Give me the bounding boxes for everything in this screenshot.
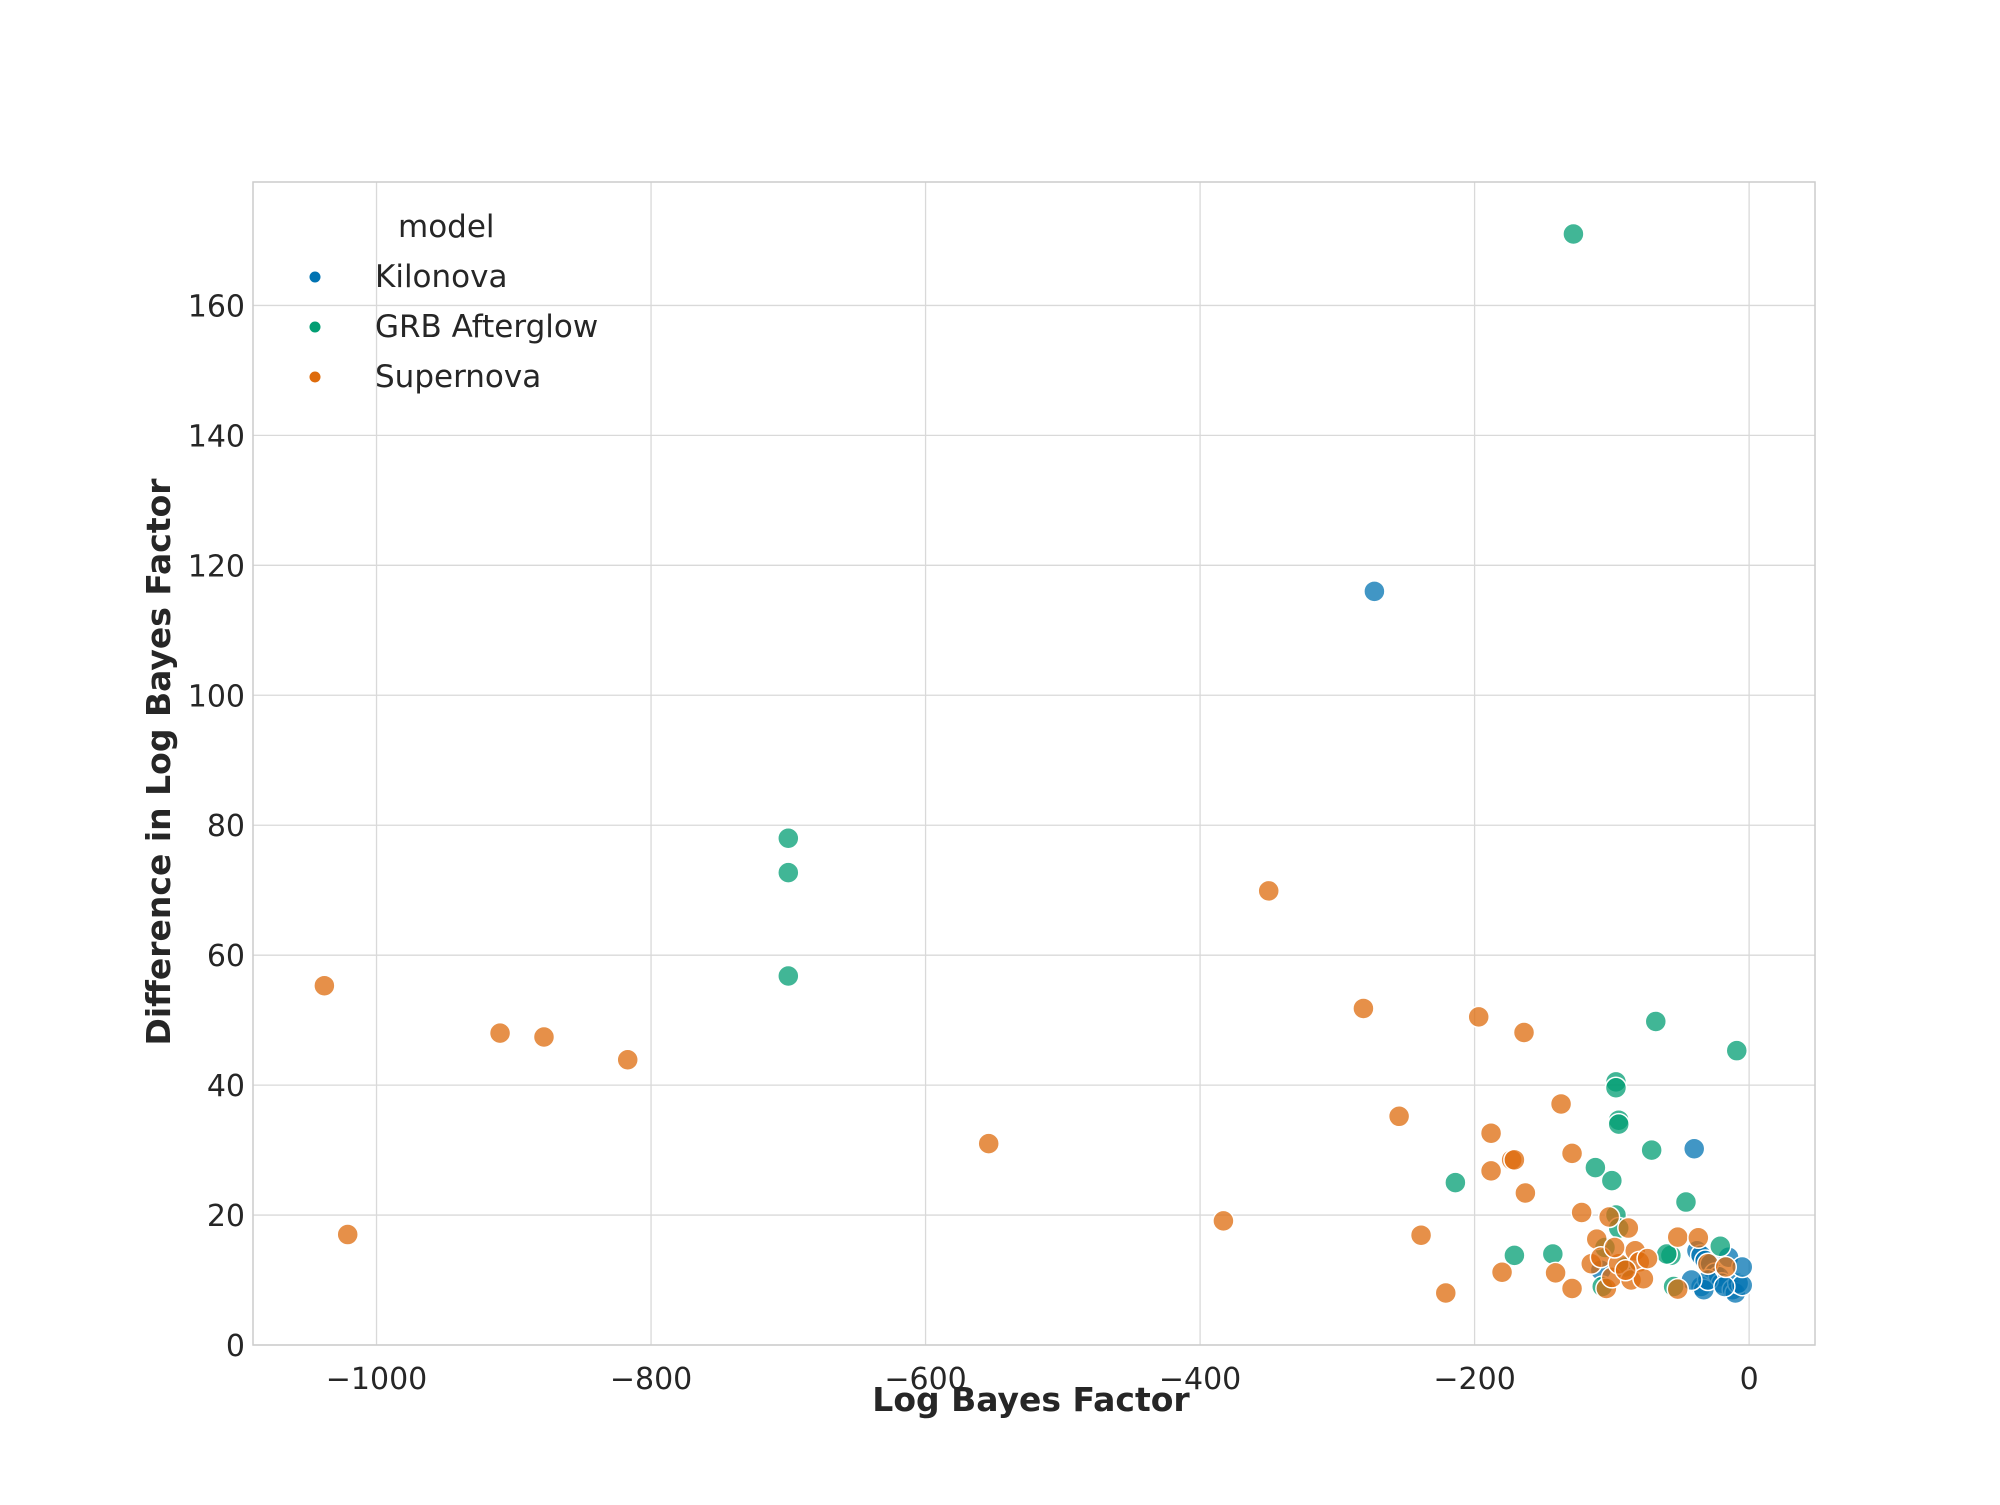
data-point-supernova — [488, 1021, 512, 1045]
legend-marker — [309, 321, 321, 333]
data-point-supernova — [1597, 1205, 1621, 1229]
data-point-supernova — [313, 974, 336, 997]
data-point-supernova — [1666, 1225, 1689, 1249]
data-point-supernova — [336, 1223, 359, 1246]
data-point-supernova — [1479, 1121, 1503, 1145]
data-point-grb-afterglow — [1604, 1076, 1628, 1099]
y-tick-label: 60 — [207, 939, 245, 974]
data-point-kilonova — [1363, 580, 1386, 603]
data-point-grb-afterglow — [1562, 222, 1585, 246]
data-point-supernova — [1467, 1005, 1490, 1029]
data-point-grb-afterglow — [1444, 1171, 1467, 1194]
data-point-supernova — [1614, 1259, 1637, 1282]
data-point-grb-afterglow — [1541, 1242, 1565, 1266]
legend-label: Kilonova — [375, 259, 507, 295]
data-point-supernova — [1617, 1216, 1640, 1240]
data-point-kilonova — [1682, 1137, 1706, 1161]
data-point-grb-afterglow — [1674, 1190, 1698, 1214]
y-tick-label: 160 — [188, 289, 245, 324]
legend-title: model — [398, 209, 495, 245]
grid — [253, 182, 1815, 1346]
y-axis-title: Difference in Log Bayes Factor — [139, 478, 178, 1046]
data-point-supernova — [532, 1025, 556, 1049]
data-point-supernova — [1549, 1092, 1573, 1116]
data-point-supernova — [1503, 1148, 1526, 1172]
data-point-grb-afterglow — [1600, 1169, 1624, 1192]
y-tick-label: 80 — [207, 809, 245, 844]
x-tick-label: 0 — [1740, 1362, 1759, 1397]
data-point-supernova — [1560, 1277, 1584, 1300]
legend-label: GRB Afterglow — [375, 309, 598, 345]
data-point-supernova — [616, 1048, 639, 1072]
x-tick-label: −800 — [610, 1362, 692, 1397]
data-point-grb-afterglow — [1607, 1112, 1630, 1136]
y-tick-label: 120 — [188, 549, 245, 584]
data-point-supernova — [977, 1132, 1000, 1155]
data-point-grb-afterglow — [777, 826, 800, 850]
data-point-grb-afterglow — [1584, 1156, 1607, 1179]
legend-label: Supernova — [375, 359, 541, 395]
legend-marker — [309, 271, 321, 283]
legend: model Kilonova GRB Afterglow Supernova — [309, 209, 598, 395]
data-point-supernova — [1687, 1226, 1710, 1250]
x-tick-label: −1000 — [326, 1362, 427, 1397]
y-tick-label: 0 — [226, 1329, 245, 1364]
data-point-supernova — [1560, 1142, 1584, 1165]
data-point-supernova — [1212, 1209, 1235, 1233]
y-tick-label: 20 — [207, 1199, 245, 1234]
data-point-supernova — [1570, 1201, 1593, 1224]
y-tick-label: 140 — [188, 419, 245, 454]
data-point-supernova — [1514, 1181, 1537, 1205]
data-point-grb-afterglow — [1503, 1244, 1526, 1267]
data-point-grb-afterglow — [1725, 1039, 1749, 1062]
data-point-supernova — [1387, 1105, 1411, 1128]
data-point-supernova — [1603, 1236, 1626, 1259]
data-point-supernova — [1490, 1260, 1514, 1284]
y-tick-label: 100 — [188, 679, 245, 714]
data-point-grb-afterglow — [1640, 1138, 1663, 1162]
plot-frame — [252, 181, 1816, 1346]
data-point-grb-afterglow — [1709, 1234, 1732, 1258]
data-points — [313, 222, 1754, 1305]
data-point-grb-afterglow — [1644, 1010, 1668, 1033]
y-tick-label: 40 — [207, 1069, 245, 1104]
x-tick-label: −200 — [1433, 1362, 1515, 1397]
data-point-supernova — [1714, 1255, 1738, 1279]
data-point-supernova — [1479, 1159, 1503, 1183]
data-point-supernova — [1666, 1277, 1689, 1301]
data-point-supernova — [1544, 1261, 1567, 1285]
legend-marker — [309, 371, 321, 383]
data-point-kilonova — [1713, 1275, 1736, 1298]
x-tick-label: −400 — [1159, 1362, 1241, 1397]
tick-labels: −1000 −800 −600 −400 −200 0 0 20 40 60 80 100 120 140… — [188, 289, 1759, 1397]
data-point-supernova — [1257, 879, 1280, 903]
data-point-supernova — [1409, 1223, 1433, 1247]
data-point-supernova — [1636, 1247, 1659, 1270]
data-point-supernova — [1352, 997, 1375, 1020]
data-point-supernova — [1434, 1281, 1458, 1305]
x-axis-title: Log Bayes Factor — [872, 1380, 1190, 1419]
x-tick-label: −600 — [884, 1362, 966, 1397]
data-point-grb-afterglow — [777, 861, 800, 884]
data-point-supernova — [1512, 1021, 1536, 1044]
data-point-grb-afterglow — [777, 964, 800, 988]
